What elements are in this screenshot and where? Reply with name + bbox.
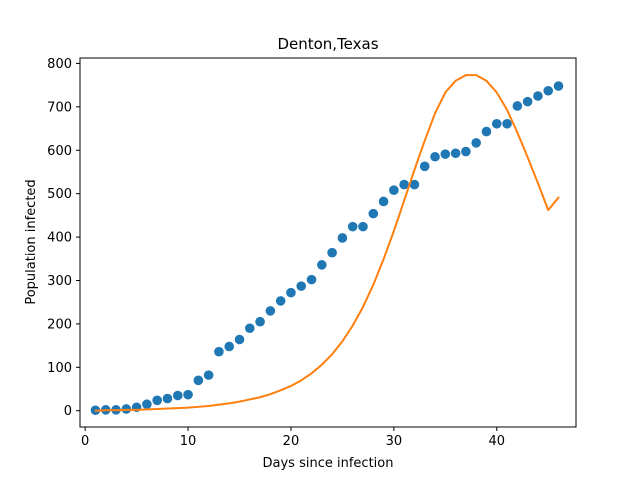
x-tick-label: 30: [386, 434, 403, 449]
chart-title: Denton,Texas: [277, 35, 378, 53]
scatter-point: [491, 118, 502, 129]
scatter-point: [183, 389, 193, 400]
x-tick-label: 0: [81, 434, 89, 449]
scatter-point: [193, 375, 204, 386]
scatter-point: [389, 185, 399, 195]
y-tick-label: 700: [47, 100, 72, 115]
scatter-point: [296, 281, 307, 291]
scatter-point: [481, 126, 492, 137]
scatter-point: [368, 208, 379, 219]
y-axis-title: Population infected: [24, 179, 39, 304]
scatter-point: [471, 138, 481, 148]
scatter-point: [399, 179, 409, 190]
scatter-point: [317, 260, 327, 270]
scatter-point: [347, 221, 358, 232]
y-tick-label: 800: [47, 57, 72, 72]
x-tick-label: 20: [283, 434, 300, 449]
scatter-point: [203, 370, 214, 380]
scatter-point: [502, 118, 512, 129]
y-tick-label: 100: [47, 361, 72, 376]
scatter-point: [461, 146, 471, 157]
scatter-point: [419, 161, 430, 172]
scatter-point: [224, 341, 235, 352]
scatter-point: [512, 101, 523, 111]
scatter-point: [172, 390, 183, 401]
y-tick-label: 400: [47, 231, 72, 246]
scatter-point: [440, 149, 451, 159]
scatter-point: [286, 287, 296, 298]
x-tick-label: 10: [180, 434, 197, 449]
scatter-point: [533, 91, 543, 101]
scatter-point: [358, 221, 368, 232]
y-tick-label: 0: [64, 404, 72, 419]
scatter-point: [265, 306, 276, 316]
scatter-point: [142, 399, 152, 410]
scatter-point: [306, 274, 317, 285]
scatter-point: [275, 296, 286, 306]
scatter-point: [409, 179, 420, 190]
scatter-point: [450, 148, 461, 159]
scatter-point: [162, 393, 173, 404]
y-tick-label: 500: [47, 187, 72, 202]
x-axis-title: Days since infection: [263, 456, 394, 471]
scatter-point: [543, 85, 554, 96]
scatter-point: [337, 233, 348, 243]
scatter-point: [327, 247, 337, 258]
scatter-point: [378, 196, 389, 207]
x-tick-label: 40: [488, 434, 505, 449]
scatter-point: [214, 346, 224, 357]
scatter-point: [430, 151, 440, 162]
plot-frame: [79, 57, 577, 428]
y-tick-label: 200: [47, 317, 72, 332]
scatter-point: [553, 81, 564, 91]
scatter-point: [152, 395, 162, 406]
scatter-point: [255, 316, 265, 327]
scatter-point: [522, 96, 533, 107]
y-tick-label: 600: [47, 144, 72, 159]
series-line: [94, 74, 560, 412]
scatter-point: [234, 334, 245, 345]
y-tick-label: 300: [47, 274, 72, 289]
scatter-point: [244, 323, 255, 334]
